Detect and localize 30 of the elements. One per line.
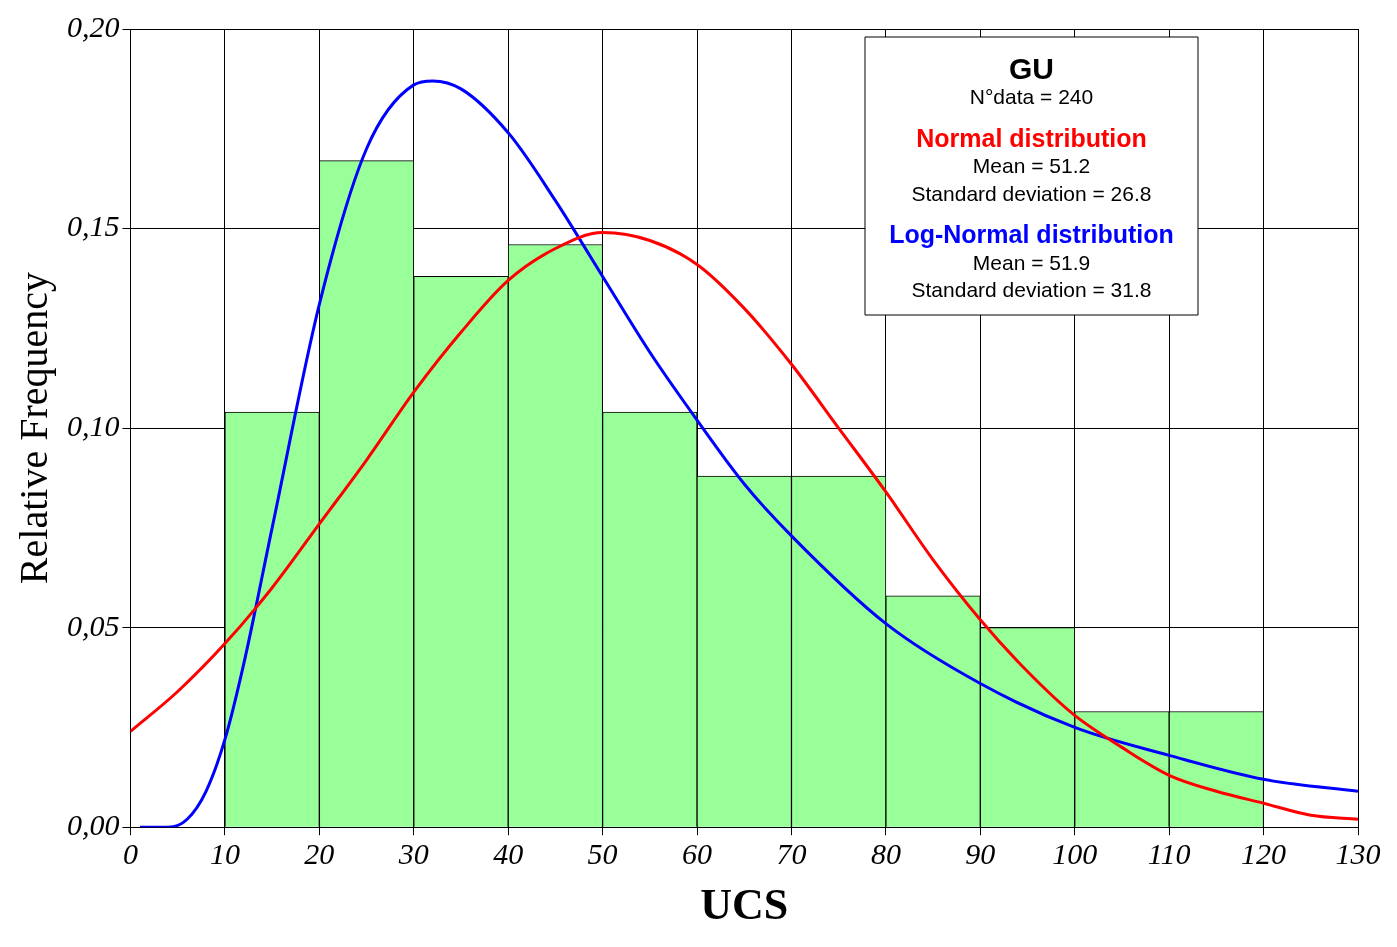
y-tick-label: 0,15 <box>67 209 120 243</box>
x-tick-label: 100 <box>1052 837 1098 871</box>
x-tick-label: 130 <box>1335 837 1381 871</box>
annotation: GU <box>1009 52 1054 86</box>
x-tick-label: 110 <box>1147 837 1191 871</box>
x-tick-label: 80 <box>870 837 901 871</box>
x-tick-label: 30 <box>397 837 429 871</box>
x-tick-label: 20 <box>304 837 335 871</box>
y-tick-label: 0,05 <box>67 608 120 642</box>
x-tick-label: 50 <box>587 837 618 871</box>
x-tick-label: 40 <box>493 837 524 871</box>
x-tick-label: 60 <box>682 837 713 871</box>
x-tick-label: 90 <box>965 837 996 871</box>
y-tick-label: 0,20 <box>67 9 120 43</box>
y-tick-label: 0,00 <box>67 808 120 842</box>
x-tick-label: 10 <box>209 837 240 871</box>
x-axis-title: UCS <box>700 879 789 929</box>
text: Normal distribution <box>916 123 1147 152</box>
annotation: Mean = 51.9 <box>972 250 1091 274</box>
annotation: Standard deviation = 31.8 <box>911 278 1152 302</box>
annotation: N°data = 240 <box>969 85 1094 109</box>
x-tick-label: 70 <box>776 837 807 871</box>
annotation: Mean = 51.2 <box>972 154 1091 178</box>
y-axis-title: Relative Frequency <box>10 272 56 585</box>
x-tick-label: 120 <box>1241 837 1287 871</box>
x-tick-label: 0 <box>123 837 138 871</box>
annotation: Standard deviation = 26.8 <box>911 181 1152 205</box>
line-series <box>138 79 1358 828</box>
y-tick-label: 0,10 <box>67 408 120 442</box>
text: Log-Normal distribution <box>889 220 1174 249</box>
